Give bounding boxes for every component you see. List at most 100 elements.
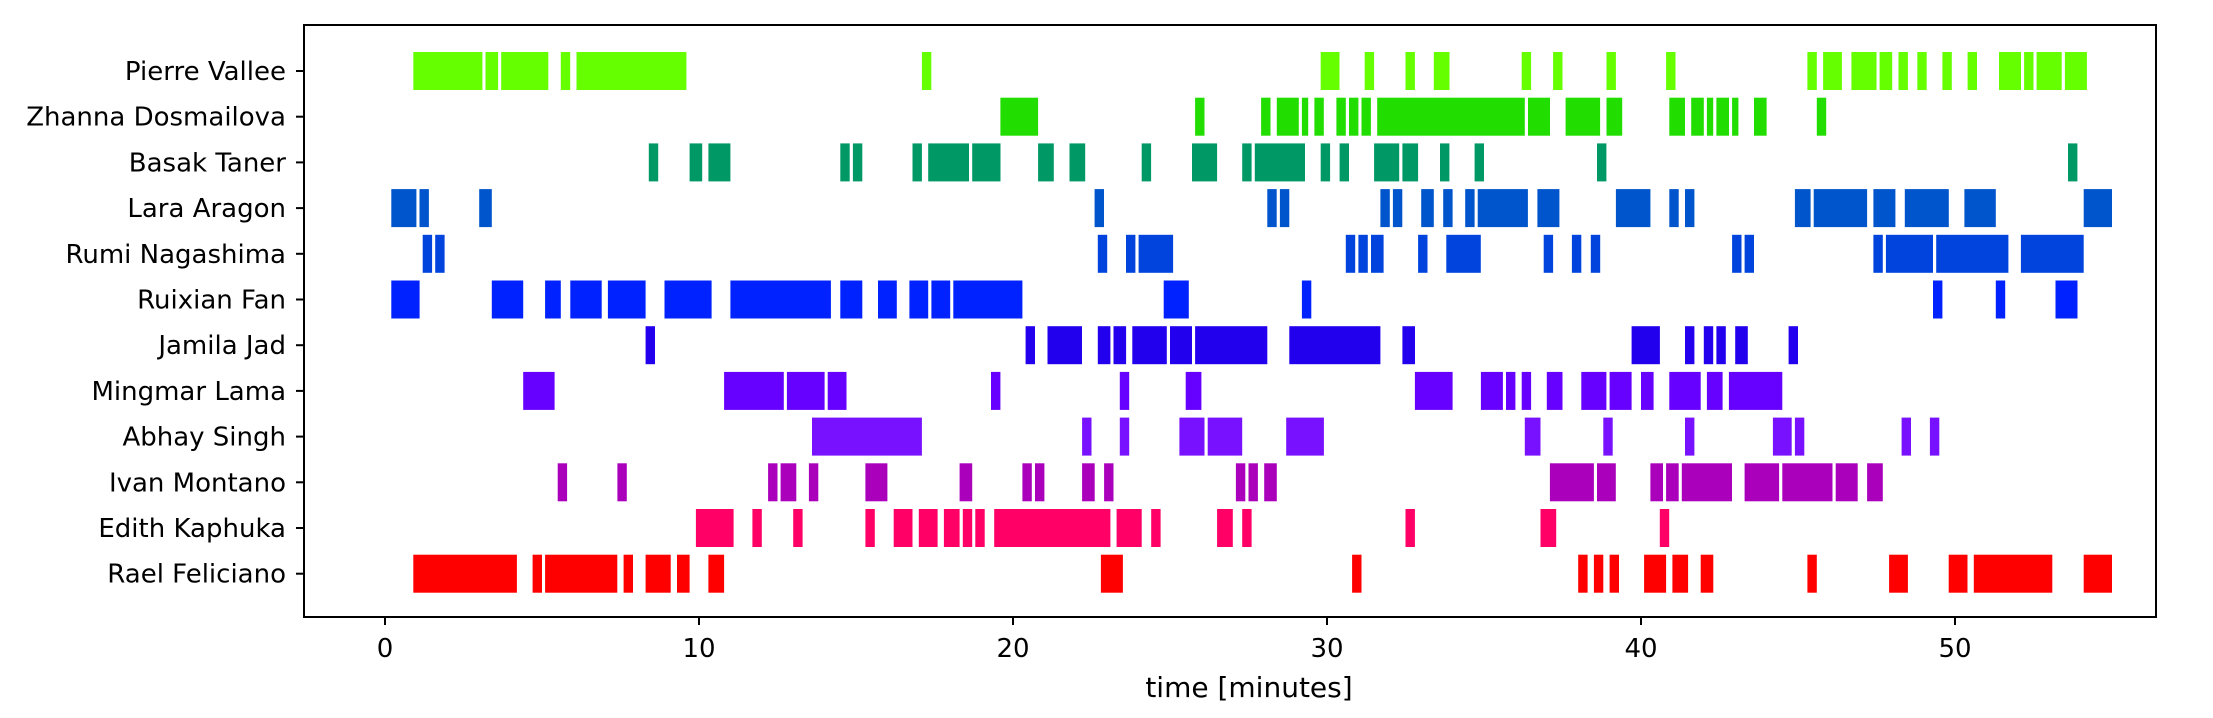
- activity-bar: [1524, 417, 1541, 456]
- series-jamila-jad: [645, 326, 1798, 365]
- activity-bar: [921, 52, 932, 90]
- activity-bar: [2020, 234, 2084, 273]
- activity-bar: [1744, 234, 1754, 273]
- activity-bar: [1163, 280, 1189, 319]
- activity-bar: [1540, 509, 1557, 547]
- activity-bar: [1402, 326, 1415, 365]
- activity-bar: [1170, 326, 1192, 365]
- activity-bar: [1816, 97, 1827, 136]
- activity-bar: [878, 280, 897, 319]
- series-rael-feliciano: [413, 554, 2112, 593]
- x-axis: 0 10 20 30 40 50: [377, 617, 1972, 664]
- activity-bar: [928, 143, 969, 182]
- activity-bar: [1094, 189, 1104, 228]
- activity-bar: [1644, 554, 1667, 593]
- activity-bar: [1141, 143, 1152, 182]
- activity-bar: [1546, 371, 1563, 410]
- activity-bar: [391, 280, 420, 319]
- activity-bar: [1578, 554, 1588, 593]
- activity-bar: [501, 52, 549, 90]
- activity-bar: [1000, 97, 1039, 136]
- activity-bar: [1035, 463, 1045, 502]
- activity-bar: [1119, 371, 1130, 410]
- activity-bar: [677, 554, 690, 593]
- activity-bar: [768, 463, 778, 502]
- activity-bar: [1339, 143, 1349, 182]
- activity-bar: [1537, 189, 1560, 228]
- activity-bar: [1345, 234, 1356, 273]
- series-abhay-singh: [812, 417, 1940, 456]
- activity-bar: [852, 143, 863, 182]
- activity-bar: [1521, 52, 1532, 90]
- activity-bar: [1967, 52, 1977, 90]
- activity-bar: [953, 280, 1023, 319]
- activity-bar: [623, 554, 633, 593]
- activity-bar: [1392, 189, 1403, 228]
- activity-bar: [909, 280, 929, 319]
- activity-bar: [724, 371, 784, 410]
- y-tick-label: Ivan Montano: [109, 468, 286, 498]
- activity-bar: [1207, 417, 1243, 456]
- activity-bar: [648, 143, 659, 182]
- activity-bar: [1641, 371, 1654, 410]
- series-zhanna-dosmailova: [1000, 97, 1827, 136]
- activity-bar: [1506, 371, 1516, 410]
- activity-bar: [1631, 326, 1660, 365]
- activity-bar: [752, 509, 762, 547]
- activity-bar: [1242, 509, 1252, 547]
- activity-bar: [962, 509, 973, 547]
- activity-bar: [1813, 189, 1868, 228]
- activity-bar: [1301, 97, 1309, 136]
- activity-bar: [786, 371, 825, 410]
- activity-bar: [840, 280, 863, 319]
- activity-bar: [1440, 143, 1450, 182]
- activity-bar: [1047, 326, 1082, 365]
- activity-bar: [2083, 189, 2112, 228]
- activity-bar: [1195, 326, 1268, 365]
- activity-bar: [1195, 97, 1205, 136]
- activity-bar: [1374, 143, 1400, 182]
- series-pierre-vallee: [413, 52, 2087, 90]
- activity-bar: [959, 463, 973, 502]
- activity-bar: [1732, 234, 1742, 273]
- activity-bar: [1685, 326, 1695, 365]
- activity-bar: [391, 189, 417, 228]
- activity-bar: [893, 509, 913, 547]
- series-mingmar-lama: [523, 371, 1783, 410]
- activity-bar: [1744, 463, 1780, 502]
- activity-bar: [1286, 417, 1324, 456]
- activity-bar: [1995, 280, 2006, 319]
- series-ivan-montano: [557, 463, 1883, 502]
- series-basak-taner: [648, 143, 2078, 182]
- activity-bar: [1022, 463, 1032, 502]
- activity-bar: [1788, 326, 1798, 365]
- activity-bar: [2036, 52, 2062, 90]
- y-tick-label: Rael Feliciano: [107, 560, 286, 590]
- activity-bar: [1279, 189, 1290, 228]
- y-tick-label: Ruixian Fan: [137, 286, 286, 316]
- activity-bar: [1352, 554, 1362, 593]
- activity-bar: [545, 554, 618, 593]
- activity-bar: [865, 509, 875, 547]
- activity-bar: [2064, 52, 2087, 90]
- y-tick-label: Pierre Vallee: [125, 57, 286, 87]
- activity-bar: [1700, 554, 1714, 593]
- x-axis-label: time [minutes]: [1145, 671, 1352, 704]
- activity-bar: [485, 52, 499, 90]
- activity-bar: [1433, 52, 1450, 90]
- activity-bar: [1553, 52, 1563, 90]
- activity-bar: [1349, 97, 1359, 136]
- activity-bar: [1267, 189, 1277, 228]
- activity-bar: [1069, 143, 1086, 182]
- y-tick-label: Rumi Nagashima: [65, 240, 286, 270]
- activity-bar: [1885, 234, 1933, 273]
- y-tick-label: Mingmar Lama: [91, 377, 286, 407]
- activity-bar: [1217, 509, 1233, 547]
- activity-bar: [645, 554, 671, 593]
- plot-frame: [303, 24, 2157, 618]
- activity-bar: [1835, 463, 1858, 502]
- activity-bar: [1082, 417, 1092, 456]
- activity-bar: [1264, 463, 1277, 502]
- activity-bar: [1669, 189, 1679, 228]
- activity-bar: [1728, 371, 1783, 410]
